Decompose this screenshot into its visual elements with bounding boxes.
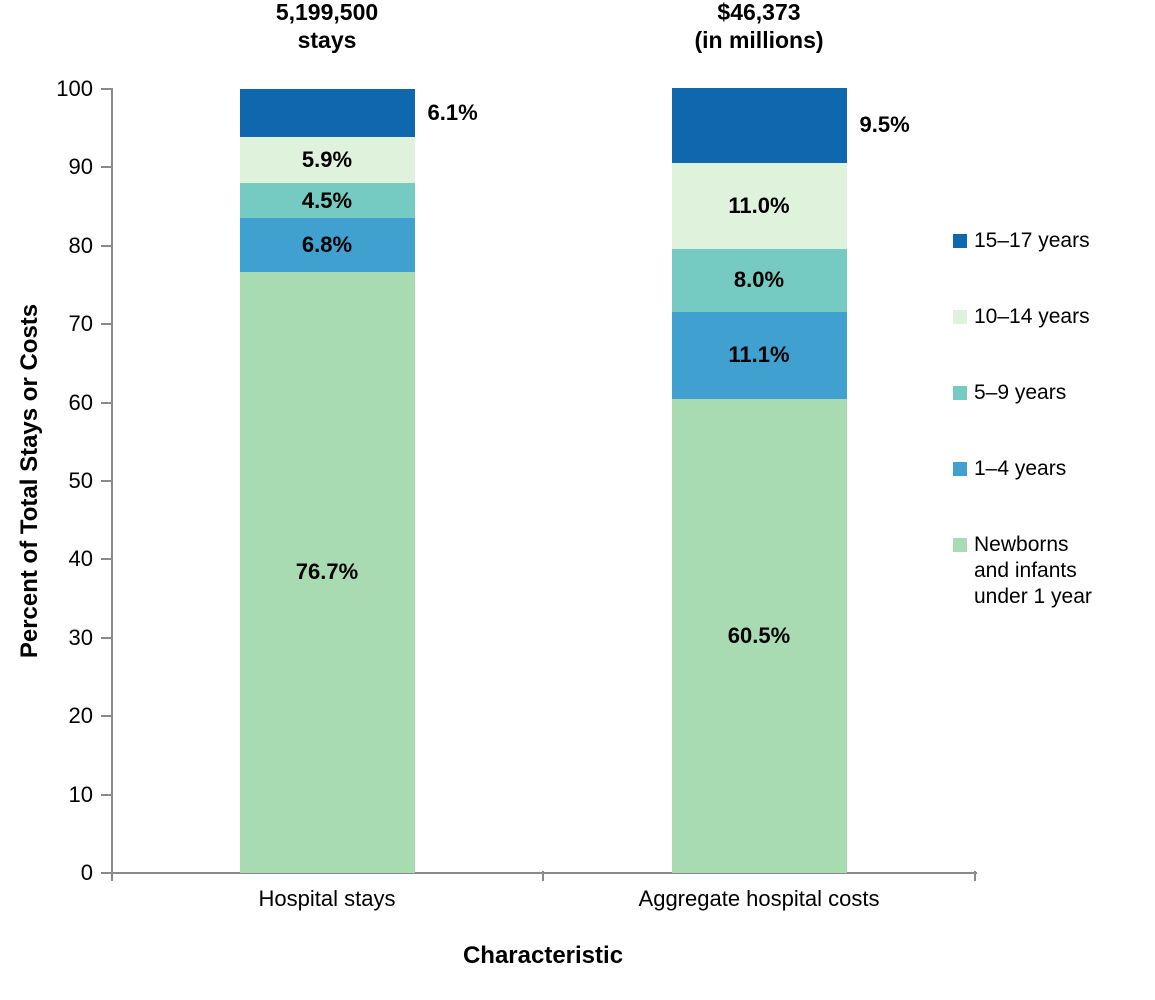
x-axis-line [111,872,977,874]
legend-label: 1–4 years [974,457,1067,480]
bar-total-line: $46,373 [717,0,801,25]
segment-value-label: 76.7% [295,559,359,585]
segment-value-label: 4.5% [301,187,353,213]
legend-item: 10–14 years [953,304,1099,330]
x-tick-mark [974,871,976,881]
legend-label: 15–17 years [974,229,1090,252]
bar-total-line: stays [297,27,357,53]
y-tick-label: 0 [80,860,93,885]
legend-label: 5–9 years [974,381,1067,404]
y-tick-label: 90 [68,154,93,180]
legend-item: Newborns and infants under 1 year [953,532,1099,610]
segment-value-label: 6.1% [427,99,478,125]
legend-item: 1–4 years [953,456,1099,482]
legend: 15–17 years 10–14 years 5–9 years 1–4 years… [953,228,1099,610]
legend-label: Newborns and infants under 1 year [974,533,1092,608]
legend-swatch [953,462,967,476]
x-category-label: Hospital stays [258,886,396,911]
y-axis-line [111,88,113,881]
bar-segment-10-14-years [239,136,415,184]
bar-segment-newborns-and-infants-under-1-year [671,398,847,873]
y-tick-label: 100 [56,76,93,101]
y-tick-mark [101,636,111,639]
x-category-label: Aggregate hospital costs [638,886,880,911]
y-tick-label: 30 [68,624,93,650]
bar-segment-15-17-years [671,88,847,163]
bar-segment-5-9-years [239,183,415,219]
segment-value-label: 11.0% [728,192,790,218]
segment-value-label: 9.5% [859,112,910,138]
y-tick-label: 20 [68,703,93,729]
bar-segment-10-14-years [671,162,847,249]
y-tick-mark [101,793,111,796]
bar-total-label: $46,373 (in millions) [694,0,823,54]
legend-item: 5–9 years [953,380,1099,406]
segment-value-label: 5.9% [301,146,353,172]
bar-segment-15-17-years [239,89,415,137]
y-tick-mark [101,715,111,718]
bar-segment-1-4-years [671,311,847,399]
legend-swatch [953,310,967,324]
y-tick-mark [101,323,111,326]
y-tick-mark [101,872,111,874]
x-tick-mark [542,871,544,881]
segment-value-label: 60.5% [727,622,791,648]
legend-swatch [953,386,967,400]
bar-total-label: 5,199,500 stays [276,0,378,54]
y-tick-mark [101,558,111,561]
y-tick-label: 50 [68,468,93,493]
segment-value-label: 6.8% [301,232,353,258]
y-tick-mark [101,480,111,482]
y-tick-mark [101,166,111,169]
y-tick-mark [101,244,111,247]
y-tick-mark [101,88,111,90]
bar-segment-1-4-years [239,218,415,272]
legend-swatch [953,538,967,552]
bar-total-line: (in millions) [694,27,824,53]
legend-swatch [953,234,967,248]
legend-label: 10–14 years [974,305,1090,328]
y-tick-mark [101,401,111,404]
x-axis-title: Characteristic [462,942,624,969]
bar-total-line: 5,199,500 [275,0,379,25]
y-tick-label: 40 [68,546,93,572]
y-tick-label: 80 [68,232,93,258]
legend-item: 15–17 years [953,228,1099,254]
y-tick-label: 70 [68,311,93,337]
bar-segment-newborns-and-infants-under-1-year [239,271,415,873]
y-tick-label: 10 [68,781,93,807]
segment-value-label: 8.0% [733,267,785,293]
bar-segment-5-9-years [671,248,847,312]
y-tick-label: 60 [68,389,93,415]
segment-value-label: 11.1% [728,342,790,368]
